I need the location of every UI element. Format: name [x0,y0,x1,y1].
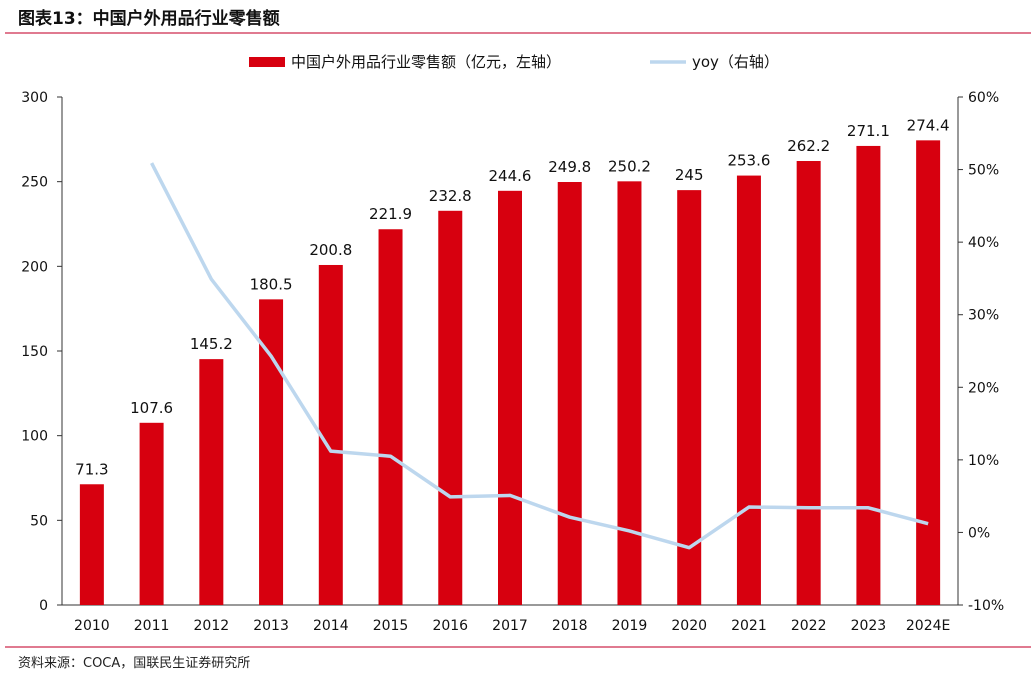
left-tick-label: 250 [21,175,48,191]
bar [856,145,881,606]
bar [916,140,941,605]
left-tick-label: 50 [30,513,48,529]
left-tick-label: 200 [21,259,48,275]
left-tick-label: 100 [21,429,48,445]
left-tick-label: 300 [21,90,48,106]
bar [677,190,702,605]
bar [617,181,642,605]
x-tick-label: 2011 [134,618,170,634]
bar-data-label: 245 [675,166,704,184]
right-tick-label: 0% [968,525,990,541]
bar-data-label: 232.8 [429,187,472,205]
bar [736,175,761,605]
bar [796,161,821,605]
legend-line-label: yoy（右轴） [692,53,779,71]
bar-data-label: 249.8 [548,158,591,176]
bar [199,359,224,605]
bar [318,264,343,605]
x-tick-label: 2020 [671,618,707,634]
x-tick-label: 2016 [432,618,468,634]
bar [438,210,463,606]
right-tick-label: 20% [968,380,999,396]
bar [498,190,522,605]
top-rule [5,32,1031,34]
bar-data-label: 180.5 [250,275,293,293]
right-tick-label: 60% [968,90,999,106]
bar [139,422,164,605]
x-tick-label: 2024E [906,618,950,634]
bar [378,229,403,605]
right-tick-label: 30% [968,308,999,324]
x-tick-label: 2022 [791,618,827,634]
yoy-line [150,162,929,550]
bar-data-label: 271.1 [847,122,890,140]
figure-title: 图表13：中国户外用品行业零售额 [18,9,280,29]
bar [557,182,582,605]
bar-data-label: 107.6 [130,399,173,417]
x-tick-label: 2019 [612,618,648,634]
x-tick-label: 2021 [731,618,767,634]
bar-data-label: 253.6 [727,152,770,170]
bottom-rule [5,646,1031,648]
x-tick-label: 2015 [373,618,409,634]
source-note: 资料来源：COCA，国联民生证券研究所 [18,656,251,671]
x-tick-label: 2010 [74,618,110,634]
bar-data-label: 250.2 [608,157,651,175]
bar-data-label: 200.8 [309,241,352,259]
legend-bar-label: 中国户外用品行业零售额（亿元，左轴） [291,53,561,71]
bar [259,299,284,605]
legend-bar-swatch [249,57,285,67]
bar [79,484,104,605]
x-tick-label: 2023 [851,618,887,634]
x-tick-label: 2012 [194,618,230,634]
right-tick-label: 50% [968,163,999,179]
bar-data-label: 71.3 [75,460,108,478]
right-tick-label: -10% [968,598,1004,614]
bar-data-label: 221.9 [369,205,412,223]
bar-data-label: 244.6 [489,167,532,185]
x-tick-label: 2013 [253,618,289,634]
bar-data-label: 274.4 [907,116,950,134]
left-tick-label: 150 [21,344,48,360]
left-tick-label: 0 [39,598,48,614]
bar-data-label: 145.2 [190,335,233,353]
right-tick-label: 40% [968,235,999,251]
bar-data-label: 262.2 [787,137,830,155]
x-tick-label: 2014 [313,618,349,634]
x-tick-label: 2017 [492,618,528,634]
right-tick-label: 10% [968,453,999,469]
x-tick-label: 2018 [552,618,588,634]
